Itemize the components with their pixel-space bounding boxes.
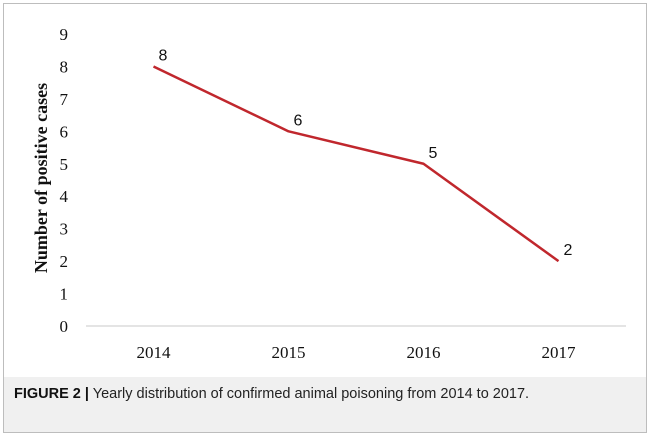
data-label: 2 <box>564 242 573 259</box>
y-tick-label: 8 <box>60 57 69 76</box>
y-tick-label: 2 <box>60 252 69 271</box>
figure-caption: FIGURE 2 | Yearly distribution of confir… <box>14 384 614 405</box>
y-tick-label: 1 <box>60 285 69 304</box>
y-tick-label: 5 <box>60 155 69 174</box>
line-chart: Number of positive cases 0 1 2 3 4 5 6 7 8 9 2014… <box>0 0 654 380</box>
data-label: 5 <box>429 145 438 162</box>
caption-text: Yearly distribution of confirmed animal … <box>89 386 529 402</box>
y-tick-label: 9 <box>60 25 69 44</box>
y-tick-labels: 0 1 2 3 4 5 6 7 8 9 <box>60 25 69 336</box>
caption-label: FIGURE 2 | <box>14 386 89 402</box>
x-tick-label: 2015 <box>272 343 306 362</box>
series-line <box>154 66 559 261</box>
x-tick-label: 2017 <box>542 343 577 362</box>
y-tick-label: 6 <box>60 122 69 141</box>
y-tick-label: 3 <box>60 220 69 239</box>
y-tick-label: 7 <box>60 90 69 109</box>
data-label: 6 <box>294 112 303 129</box>
x-tick-label: 2014 <box>137 343 172 362</box>
x-tick-label: 2016 <box>407 343 441 362</box>
x-tick-labels: 2014 2015 2016 2017 <box>137 343 577 362</box>
y-tick-label: 0 <box>60 317 69 336</box>
y-tick-label: 4 <box>60 187 69 206</box>
data-label: 8 <box>159 47 168 64</box>
y-axis-title: Number of positive cases <box>31 83 51 273</box>
